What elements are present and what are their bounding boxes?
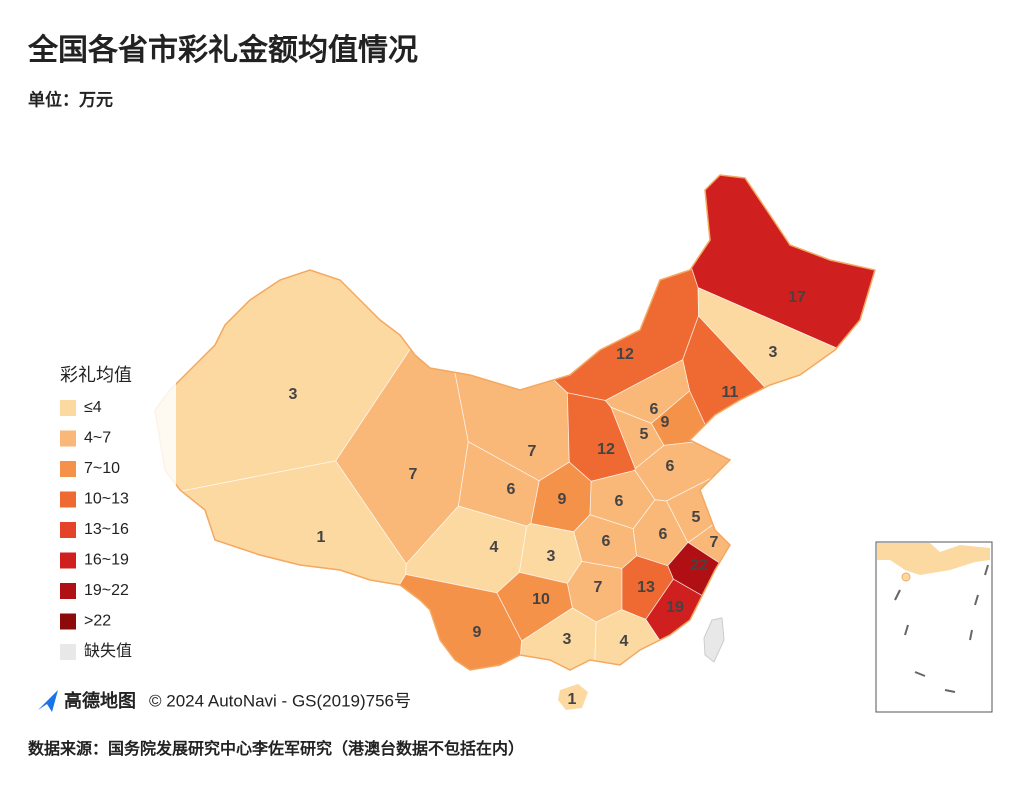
region-label: 6 — [659, 526, 668, 543]
region-label: 3 — [769, 344, 778, 361]
region-label: 7 — [594, 579, 603, 596]
legend-label: 10~13 — [84, 491, 129, 508]
region-label: 4 — [490, 539, 499, 556]
attribution-text: © 2024 AutoNavi - GS(2019)756号 — [149, 691, 411, 710]
region-label: 11 — [722, 384, 739, 401]
region-label: 12 — [597, 441, 615, 458]
legend-label: 16~19 — [84, 552, 129, 569]
region-label: 10 — [532, 591, 550, 608]
region — [413, 175, 699, 401]
attribution-brand: 高德地图 — [64, 690, 136, 711]
legend-label: >22 — [84, 613, 111, 630]
region-label: 7 — [528, 443, 537, 460]
inset-land — [877, 543, 990, 575]
source: 数据来源：国务院发展研究中心李佐军研究（港澳台数据不包括在内） — [28, 739, 524, 758]
region-label: 6 — [507, 481, 516, 498]
legend-swatch — [60, 522, 76, 538]
region-label: 5 — [640, 426, 649, 443]
region-label: 12 — [616, 346, 634, 363]
legend-label: 缺失值 — [84, 642, 132, 660]
region-label: 4 — [620, 633, 629, 650]
region-label: 9 — [661, 414, 670, 431]
region-label: 6 — [602, 533, 611, 550]
region-label: 17 — [788, 289, 806, 306]
country-outline — [154, 174, 876, 671]
legend-swatch — [60, 552, 76, 569]
legend-swatch — [60, 644, 76, 660]
region — [438, 667, 730, 710]
legend-title: 彩礼均值 — [60, 365, 132, 385]
legend-swatch — [60, 583, 76, 599]
region-label: 3 — [289, 386, 298, 403]
legend-swatch — [60, 461, 76, 477]
inset — [875, 541, 993, 713]
region — [697, 286, 875, 536]
region-label: 6 — [615, 493, 624, 510]
region-label: 9 — [473, 624, 482, 641]
legend-swatch — [60, 491, 76, 508]
legend: 彩礼均值 ≤4 4~7 7~10 10~13 13~16 16~19 19~22 >22 缺失值 — [48, 345, 176, 675]
inset-island — [901, 572, 911, 582]
region-label: 5 — [692, 509, 701, 526]
legend-swatch — [60, 430, 76, 447]
region-label: 3 — [563, 631, 572, 648]
legend-label: 13~16 — [84, 521, 129, 538]
region-label: 9 — [558, 491, 567, 508]
legend-swatch — [60, 400, 76, 416]
region-label: 1 — [568, 691, 577, 708]
region-label: 1 — [317, 529, 326, 546]
subtitle: 单位：万元 — [28, 89, 113, 109]
region-label: 6 — [666, 458, 675, 475]
region-label: 6 — [650, 401, 659, 418]
legend-label: 4~7 — [84, 430, 111, 447]
region-label: 3 — [547, 548, 556, 565]
region-label: 7 — [409, 466, 418, 483]
region-label: 19 — [666, 599, 684, 616]
missing-region — [703, 617, 725, 663]
region-label: 7 — [710, 534, 719, 551]
legend-label: 19~22 — [84, 582, 129, 599]
region-label: 13 — [637, 579, 655, 596]
legend-label: ≤4 — [84, 399, 102, 416]
legend-label: 7~10 — [84, 460, 120, 477]
region-label: 22 — [690, 557, 708, 574]
brand-logo — [38, 690, 58, 712]
title: 全国各省市彩礼金额均值情况 — [27, 33, 418, 67]
inset-dashes — [894, 564, 989, 693]
legend-swatch — [60, 613, 76, 630]
